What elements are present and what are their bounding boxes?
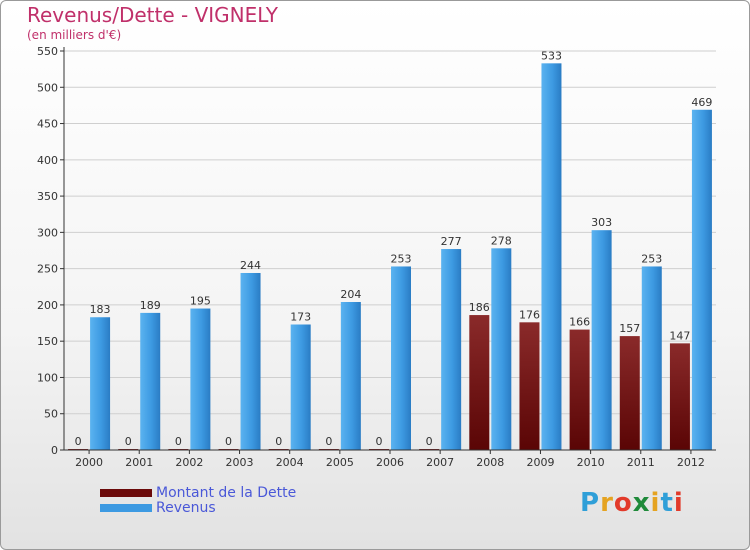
y-tick-label: 50 bbox=[44, 408, 58, 421]
data-label-revenus-2000: 183 bbox=[90, 303, 111, 316]
data-label-revenus-2004: 173 bbox=[290, 310, 311, 323]
data-label-revenus-2005: 204 bbox=[340, 288, 361, 301]
data-label-revenus-2011: 253 bbox=[641, 252, 662, 265]
x-tick-label: 2011 bbox=[627, 456, 655, 469]
logo-letter: P bbox=[580, 488, 601, 518]
logo-letter: t bbox=[660, 488, 674, 518]
bars bbox=[68, 63, 712, 451]
x-tick-label: 2009 bbox=[526, 456, 554, 469]
data-label-dette-2001: 0 bbox=[125, 435, 132, 448]
bar-revenus-2003 bbox=[240, 272, 261, 450]
data-label-revenus-2007: 277 bbox=[441, 235, 462, 248]
data-label-dette-2003: 0 bbox=[225, 435, 232, 448]
data-label-dette-2010: 166 bbox=[569, 316, 590, 329]
data-label-dette-2005: 0 bbox=[325, 435, 332, 448]
x-tick-label: 2005 bbox=[326, 456, 354, 469]
x-tick-label: 2001 bbox=[125, 456, 153, 469]
logo-letter: i bbox=[673, 488, 684, 518]
y-tick-label: 500 bbox=[37, 81, 58, 94]
y-tick-label: 200 bbox=[37, 299, 58, 312]
bar-dette-2008 bbox=[469, 315, 490, 450]
data-label-dette-2002: 0 bbox=[175, 435, 182, 448]
data-label-dette-2009: 176 bbox=[519, 308, 540, 321]
x-tick-label: 2008 bbox=[476, 456, 504, 469]
legend-swatch-dette bbox=[100, 489, 152, 497]
x-tick-label: 2010 bbox=[577, 456, 605, 469]
bar-dette-2009 bbox=[519, 322, 540, 450]
data-label-dette-2007: 0 bbox=[426, 435, 433, 448]
bar-dette-2011 bbox=[619, 336, 640, 450]
x-tick-label: 2007 bbox=[426, 456, 454, 469]
bar-revenus-2002 bbox=[190, 308, 211, 450]
bar-revenus-2009 bbox=[541, 63, 562, 450]
data-label-revenus-2003: 244 bbox=[240, 259, 261, 272]
chart-title: Revenus/Dette - VIGNELY bbox=[27, 3, 278, 27]
y-tick-label: 300 bbox=[37, 226, 58, 239]
bar-revenus-2012 bbox=[691, 109, 712, 451]
bar-revenus-2011 bbox=[641, 266, 662, 450]
legend-swatch-revenus bbox=[100, 504, 152, 512]
data-label-revenus-2006: 253 bbox=[391, 252, 412, 265]
logo-letter: x bbox=[632, 488, 651, 518]
logo-letter: i bbox=[650, 488, 661, 518]
data-label-revenus-2008: 278 bbox=[491, 234, 512, 247]
legend-label-revenus: Revenus bbox=[156, 500, 216, 516]
bar-dette-2012 bbox=[669, 343, 690, 450]
chart-subtitle: (en milliers d'€) bbox=[27, 28, 122, 42]
x-tick-label: 2000 bbox=[75, 456, 103, 469]
data-label-revenus-2001: 189 bbox=[140, 299, 161, 312]
x-tick-label: 2004 bbox=[276, 456, 304, 469]
y-tick-label: 0 bbox=[51, 444, 58, 457]
y-tick-label: 250 bbox=[37, 263, 58, 276]
axes: 0 50 100 150 200 250 300 350 400 450 500 550 2000 200… bbox=[37, 45, 716, 469]
logo-letter: o bbox=[613, 488, 633, 518]
legend-label-dette: Montant de la Dette bbox=[156, 485, 297, 501]
bar-revenus-2004 bbox=[290, 324, 311, 450]
data-labels: 0 183 0 189 0 195 0 244 0 173 0 204 0 253 0 277 186 278 17… bbox=[75, 49, 713, 448]
proxiti-logo: Proxiti bbox=[580, 488, 684, 518]
bar-dette-2010 bbox=[569, 329, 590, 450]
data-label-revenus-2002: 195 bbox=[190, 295, 211, 308]
bar-revenus-2006 bbox=[391, 266, 411, 450]
logo-letter: r bbox=[600, 488, 614, 518]
bar-revenus-2010 bbox=[591, 230, 612, 450]
data-label-dette-2012: 147 bbox=[669, 329, 690, 342]
bar-revenus-2007 bbox=[441, 249, 462, 450]
bar-revenus-2005 bbox=[340, 302, 361, 450]
bar-revenus-2008 bbox=[491, 248, 512, 450]
y-tick-label: 400 bbox=[37, 154, 58, 167]
bar-revenus-2000 bbox=[90, 317, 111, 450]
x-tick-label: 2006 bbox=[376, 456, 404, 469]
data-label-dette-2004: 0 bbox=[275, 435, 282, 448]
x-tick-label: 2003 bbox=[226, 456, 254, 469]
data-label-dette-2011: 157 bbox=[619, 322, 640, 335]
bar-revenus-2001 bbox=[140, 312, 161, 450]
x-tick-label: 2012 bbox=[677, 456, 705, 469]
data-label-dette-2006: 0 bbox=[376, 435, 383, 448]
y-tick-label: 150 bbox=[37, 335, 58, 348]
data-label-revenus-2010: 303 bbox=[591, 216, 612, 229]
grid-lines bbox=[64, 50, 716, 415]
data-label-dette-2000: 0 bbox=[75, 435, 82, 448]
y-tick-label: 450 bbox=[37, 118, 58, 131]
y-tick-label: 550 bbox=[37, 45, 58, 58]
y-tick-label: 100 bbox=[37, 371, 58, 384]
data-label-dette-2008: 186 bbox=[469, 301, 490, 314]
data-label-revenus-2012: 469 bbox=[691, 96, 712, 109]
data-label-revenus-2009: 533 bbox=[541, 49, 562, 62]
x-tick-label: 2002 bbox=[175, 456, 203, 469]
y-tick-label: 350 bbox=[37, 190, 58, 203]
